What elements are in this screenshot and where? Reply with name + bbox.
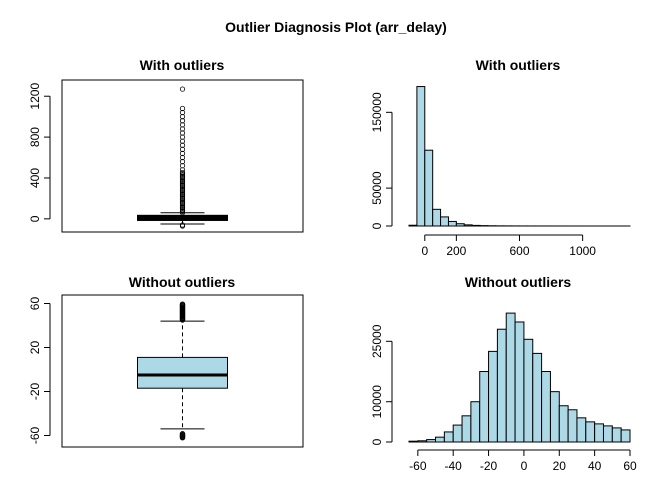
outlier-point — [179, 301, 186, 307]
outlier-point — [179, 86, 186, 92]
histogram-without-outliers-panel: Without outliers 0 10000 25000 -60 -40 -20 0 20… — [370, 274, 637, 473]
histogram-bar — [416, 86, 426, 227]
histogram-bar — [611, 427, 622, 443]
histogram-bar — [532, 352, 543, 443]
histogram-without-outliers-axes: 0 10000 25000 -60 -40 -20 0 20 40 60 — [370, 324, 637, 473]
histogram-with-outliers-y-tick-label: 150000 — [370, 92, 384, 132]
histogram-without-outliers-y-tick-label: 0 — [370, 438, 384, 445]
boxplot-with-outliers-title: With outliers — [140, 57, 225, 73]
histogram-bar — [514, 321, 525, 443]
histogram-bar — [432, 208, 442, 227]
histogram-without-outliers-x-tick-label: 0 — [521, 459, 528, 473]
histogram-bar — [471, 224, 481, 227]
histogram-bar — [417, 440, 428, 443]
histogram-bar — [470, 401, 481, 443]
histogram-without-outliers-y-tick-label: 10000 — [370, 385, 384, 419]
histogram-bar — [523, 338, 534, 443]
histogram-bar — [443, 431, 454, 443]
histogram-with-outliers-bars — [408, 86, 631, 227]
histogram-with-outliers-y-tick-label: 0 — [370, 222, 384, 229]
boxplot-without-outliers-yaxis: -60 -20 20 60 — [28, 297, 51, 445]
figure-title: Outlier Diagnosis Plot (arr_delay) — [225, 19, 447, 35]
histogram-bar — [488, 350, 498, 443]
histogram-with-outliers-y-tick-label: 50000 — [370, 171, 384, 205]
histogram-bar — [549, 391, 560, 443]
histogram-bar — [558, 405, 569, 443]
boxplot-with-outliers-yaxis: 0 400 800 1200 — [28, 83, 51, 222]
histogram-without-outliers-x-tick-label: 40 — [588, 459, 602, 473]
outlier-point — [179, 169, 186, 176]
iqr-box — [137, 356, 228, 389]
histogram-bar — [496, 328, 507, 443]
boxplot-without-outliers-y-tick-label: 20 — [28, 341, 42, 355]
boxplot-without-outliers-panel: Without outliers -60 -20 20 60 — [28, 274, 304, 448]
outlier-point — [179, 223, 186, 229]
histogram-bar — [576, 417, 587, 443]
histogram-bar — [461, 415, 472, 443]
histogram-bar — [594, 423, 604, 443]
boxplot-with-outliers-y-tick-label: 800 — [28, 127, 42, 147]
histogram-bar — [440, 216, 449, 227]
histogram-bar — [424, 149, 434, 227]
histogram-bar — [408, 224, 418, 227]
boxplot-with-outliers-y-tick-label: 0 — [28, 215, 42, 222]
boxplot-without-outliers-frame — [61, 294, 304, 448]
boxplot-without-outliers-y-tick-label: -60 — [28, 427, 42, 445]
histogram-without-outliers-title: Without outliers — [465, 274, 572, 290]
boxplot-with-outliers-y-tick-label: 1200 — [28, 83, 42, 110]
boxplot-with-outliers-marks — [137, 86, 228, 229]
boxplot-without-outliers-y-tick-label: -20 — [28, 383, 42, 401]
histogram-without-outliers-bars — [408, 312, 631, 443]
histogram-with-outliers-x-tick-label: 0 — [421, 244, 428, 258]
histogram-bar — [455, 223, 465, 227]
histogram-bar — [452, 424, 463, 443]
histogram-with-outliers-x-tick-label: 1000 — [569, 244, 596, 258]
outlier-point — [179, 431, 186, 437]
outlier-point — [179, 105, 186, 112]
histogram-with-outliers-title: With outliers — [476, 57, 561, 73]
histogram-without-outliers-x-tick-label: 60 — [623, 459, 637, 473]
histogram-with-outliers-x-tick-label: 600 — [509, 244, 529, 258]
histogram-bar — [479, 371, 490, 443]
histogram-without-outliers-x-tick-label: -40 — [445, 459, 463, 473]
histogram-bar — [426, 439, 437, 443]
histogram-bar — [505, 312, 516, 443]
histogram-bar — [435, 436, 445, 443]
boxplot-without-outliers-y-tick-label: 60 — [28, 297, 42, 311]
boxplot-without-outliers-marks — [137, 301, 228, 441]
histogram-bar — [567, 409, 578, 443]
histogram-with-outliers-panel: With outliers 0 50000 150000 0 200 600 1000 — [370, 57, 631, 258]
boxplot-with-outliers-panel: With outliers 0 400 800 1200 — [28, 57, 304, 233]
histogram-without-outliers-y-tick-label: 25000 — [370, 324, 384, 358]
histogram-bar — [408, 440, 419, 443]
histogram-bar — [463, 224, 473, 227]
histogram-bar — [541, 371, 551, 443]
histogram-without-outliers-x-tick-label: 20 — [553, 459, 567, 473]
boxplot-without-outliers-title: Without outliers — [129, 274, 236, 290]
boxplot-with-outliers-frame — [61, 79, 304, 233]
histogram-with-outliers-axes: 0 50000 150000 0 200 600 1000 — [370, 92, 596, 258]
histogram-bar — [585, 421, 596, 443]
histogram-without-outliers-x-tick-label: -60 — [409, 459, 427, 473]
boxplot-with-outliers-y-tick-label: 400 — [28, 168, 42, 188]
histogram-without-outliers-x-tick-label: -20 — [480, 459, 498, 473]
histogram-bar — [620, 429, 631, 443]
histogram-bar — [447, 220, 457, 227]
histogram-with-outliers-x-tick-label: 200 — [446, 244, 466, 258]
histogram-bar — [602, 425, 613, 443]
